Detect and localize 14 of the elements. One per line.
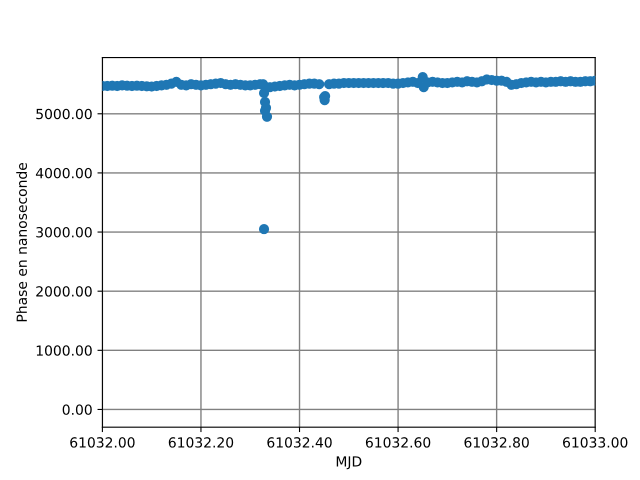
y-tick-label: 4000.00	[36, 168, 92, 178]
y-axis-title: Phase en nanoseconde	[16, 162, 27, 322]
x-tick-label: 61032.60	[366, 437, 430, 448]
y-tick-label: 5000.00	[36, 108, 92, 120]
x-tick-label: 61033.00	[563, 437, 628, 448]
x-tick-label: 61032.80	[464, 437, 529, 448]
x-tick-label: 61032.20	[168, 437, 234, 448]
y-tick-label: 0.00	[62, 404, 92, 415]
y-tick-label: 3000.00	[36, 227, 92, 238]
x-tick-label: 61032.40	[267, 437, 332, 448]
x-axis-title: MJD	[336, 456, 362, 470]
y-tick-label: 2000.00	[36, 286, 92, 297]
y-tick-label: 1000.00	[36, 345, 92, 356]
x-tick-label: 61032.00	[70, 437, 135, 448]
